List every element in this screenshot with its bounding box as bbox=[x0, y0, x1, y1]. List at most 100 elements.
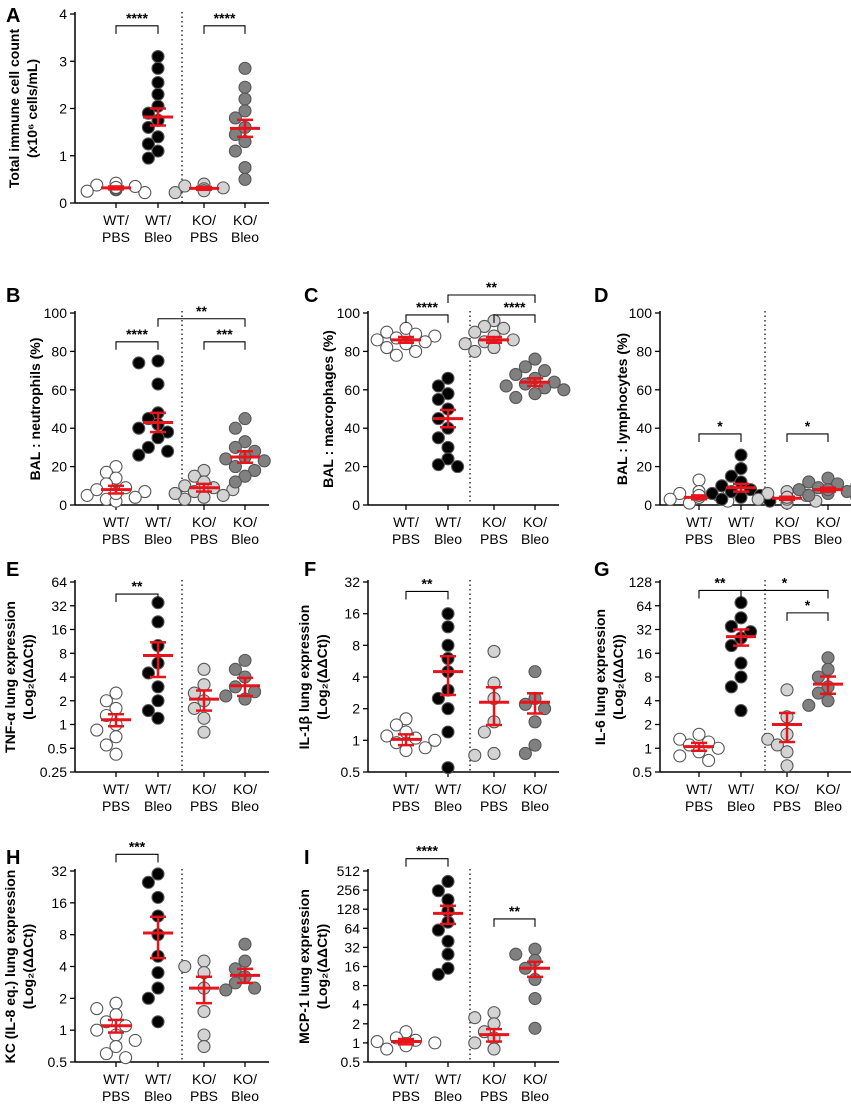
x-tick-label: WT/ bbox=[103, 781, 129, 797]
x-tick-label: Bleo bbox=[144, 531, 172, 547]
x-tick-label: Bleo bbox=[521, 1088, 549, 1104]
significance-label: **** bbox=[214, 10, 236, 26]
x-tick-label: PBS bbox=[190, 1088, 218, 1104]
data-point bbox=[133, 449, 145, 461]
significance-label: ** bbox=[486, 279, 497, 295]
y-tick-label: 3 bbox=[59, 53, 67, 69]
x-tick-label: WT/ bbox=[145, 781, 171, 797]
data-point bbox=[432, 885, 444, 897]
y-axis-label: (Log₂(ΔΔCt)) bbox=[20, 634, 36, 719]
data-point bbox=[442, 935, 454, 947]
data-point bbox=[152, 88, 164, 100]
x-tick-label: Bleo bbox=[434, 531, 462, 547]
data-point bbox=[469, 345, 481, 357]
data-point bbox=[519, 698, 531, 710]
data-point bbox=[239, 413, 251, 425]
data-point bbox=[442, 762, 454, 774]
x-tick-label: KO/ bbox=[233, 514, 257, 530]
y-tick-label: 32 bbox=[51, 863, 67, 879]
data-point bbox=[529, 716, 541, 728]
x-tick-label: PBS bbox=[190, 798, 218, 814]
data-point bbox=[390, 349, 402, 361]
panel-g: G0.51248163264128WT/PBSWT/BleoKO/PBSKO/B… bbox=[592, 559, 851, 814]
y-axis-label: TNF-α lung expression bbox=[2, 601, 18, 753]
data-point bbox=[822, 695, 834, 707]
x-tick-label: PBS bbox=[392, 798, 420, 814]
y-tick-label: 40 bbox=[636, 420, 652, 436]
x-tick-label: Bleo bbox=[814, 531, 842, 547]
y-tick-label: 2 bbox=[59, 693, 67, 709]
data-point bbox=[693, 474, 705, 486]
y-tick-label: 0.5 bbox=[633, 764, 653, 780]
panel-label: G bbox=[594, 559, 610, 581]
x-tick-label: KO/ bbox=[775, 514, 799, 530]
data-point bbox=[841, 486, 851, 498]
y-tick-label: 0.5 bbox=[48, 1054, 68, 1070]
x-tick-label: Bleo bbox=[521, 531, 549, 547]
x-tick-label: PBS bbox=[480, 798, 508, 814]
data-point bbox=[781, 746, 793, 758]
data-point bbox=[735, 657, 747, 669]
y-tick-label: 100 bbox=[337, 305, 361, 321]
y-tick-label: 60 bbox=[636, 382, 652, 398]
y-tick-label: 1 bbox=[59, 148, 67, 164]
y-tick-label: 2 bbox=[59, 990, 67, 1006]
x-tick-label: KO/ bbox=[523, 1071, 547, 1087]
data-point bbox=[442, 441, 454, 453]
y-tick-label: 60 bbox=[51, 382, 67, 398]
data-point bbox=[442, 703, 454, 715]
y-tick-label: 4 bbox=[59, 669, 67, 685]
significance-bracket bbox=[494, 919, 535, 927]
y-tick-label: 1 bbox=[59, 1022, 67, 1038]
significance-bracket bbox=[699, 434, 741, 442]
significance-label: *** bbox=[216, 326, 233, 342]
data-point bbox=[664, 493, 676, 505]
data-point bbox=[432, 459, 444, 471]
y-tick-label: 60 bbox=[344, 382, 360, 398]
x-tick-label: Bleo bbox=[231, 229, 259, 245]
x-tick-label: KO/ bbox=[192, 514, 216, 530]
y-axis-label: BAL : neutrophils (%) bbox=[27, 338, 43, 481]
x-tick-label: KO/ bbox=[482, 1071, 506, 1087]
data-point bbox=[188, 702, 200, 714]
y-tick-label: 80 bbox=[344, 343, 360, 359]
y-tick-label: 128 bbox=[337, 901, 361, 917]
y-tick-label: 32 bbox=[636, 622, 652, 638]
significance-label: ** bbox=[509, 903, 520, 919]
data-point bbox=[529, 993, 541, 1005]
y-tick-label: 64 bbox=[344, 920, 360, 936]
panel-i: I0.51248163264128256512WT/PBSWT/BleoKO/P… bbox=[296, 843, 559, 1104]
x-tick-label: KO/ bbox=[192, 212, 216, 228]
y-tick-label: 32 bbox=[51, 598, 67, 614]
data-point bbox=[432, 432, 444, 444]
y-tick-label: 1 bbox=[59, 717, 67, 733]
x-tick-label: Bleo bbox=[231, 1088, 259, 1104]
data-point bbox=[120, 1052, 132, 1064]
y-axis-label: BAL : lymphocytes (%) bbox=[614, 333, 630, 485]
significance-bracket bbox=[116, 594, 158, 602]
data-point bbox=[239, 162, 251, 174]
y-tick-label: 8 bbox=[644, 669, 652, 685]
data-point bbox=[469, 749, 481, 761]
data-point bbox=[142, 992, 154, 1004]
data-point bbox=[152, 1016, 164, 1028]
x-tick-label: KO/ bbox=[482, 781, 506, 797]
data-point bbox=[488, 1043, 500, 1055]
y-tick-label: 4 bbox=[59, 959, 67, 975]
data-point bbox=[432, 968, 444, 980]
data-point bbox=[419, 336, 431, 348]
significance-label: **** bbox=[504, 299, 526, 315]
data-point bbox=[442, 894, 454, 906]
data-point bbox=[169, 487, 181, 499]
data-point bbox=[198, 679, 210, 691]
y-axis-label: (Log₂(ΔΔCt)) bbox=[610, 634, 626, 719]
x-tick-label: PBS bbox=[685, 531, 713, 547]
x-tick-label: PBS bbox=[102, 798, 130, 814]
y-tick-label: 20 bbox=[636, 459, 652, 475]
data-point bbox=[129, 1034, 141, 1046]
data-point bbox=[110, 731, 122, 743]
y-tick-label: 128 bbox=[629, 574, 653, 590]
data-point bbox=[452, 461, 464, 473]
x-tick-label: WT/ bbox=[393, 781, 419, 797]
data-point bbox=[529, 943, 541, 955]
